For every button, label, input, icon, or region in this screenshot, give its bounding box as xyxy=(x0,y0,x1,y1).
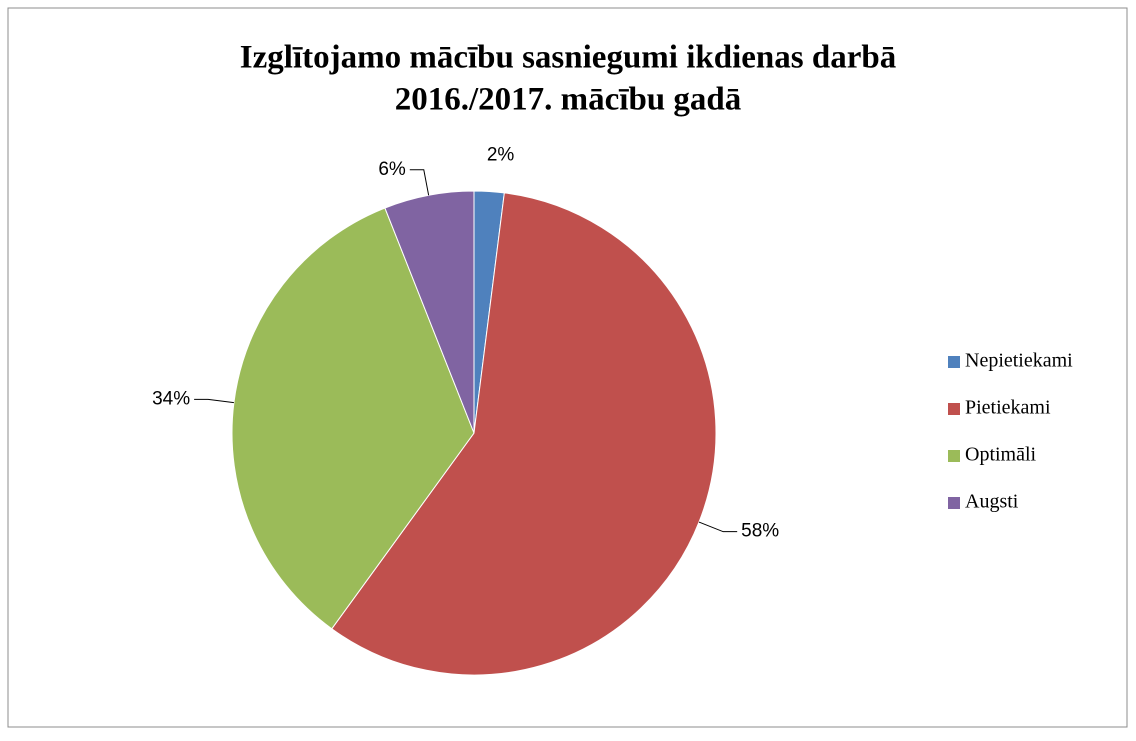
legend-label: Pietiekami xyxy=(965,397,1051,419)
pie-slice xyxy=(231,207,475,630)
chart-title: Izglītojamo mācību sasniegumi ikdienas d… xyxy=(240,40,896,76)
legend-swatch xyxy=(948,497,960,509)
legend-label: Augsti xyxy=(965,491,1019,513)
data-label: 34% xyxy=(152,388,190,409)
data-label: 2% xyxy=(487,145,515,166)
leader-line xyxy=(698,521,738,533)
chart-title: 2016./2017. mācību gadā xyxy=(395,82,742,118)
legend-label: Optimāli xyxy=(965,444,1037,466)
legend-label: Nepietiekami xyxy=(965,350,1073,372)
leader-line xyxy=(194,398,234,404)
legend-swatch xyxy=(948,356,960,368)
data-label: 6% xyxy=(378,159,406,180)
legend-swatch xyxy=(948,450,960,462)
legend-swatch xyxy=(948,403,960,415)
data-label: 58% xyxy=(741,521,779,542)
pie-slice xyxy=(331,192,717,676)
leader-line xyxy=(409,169,430,196)
